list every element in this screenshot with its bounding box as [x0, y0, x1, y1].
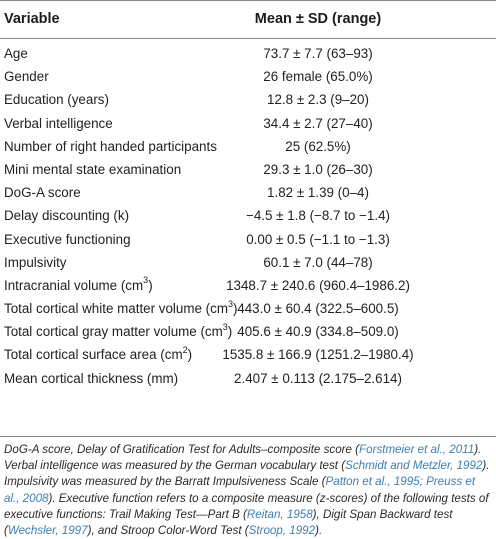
- header-rule: [0, 38, 496, 39]
- citation-link[interactable]: Stroop, 1992: [248, 524, 316, 538]
- footnote-text: ), and Stroop Color-Word Test (: [87, 524, 249, 538]
- row-variable-label: Executive functioning: [4, 231, 131, 247]
- footnote-text: ). Verbal intelligence was measured by t…: [4, 443, 482, 473]
- table-row: Mean cortical thickness (mm) 2.407 ± 0.11…: [0, 367, 496, 390]
- row-mean-sd-value: 12.8 ± 2.3 (9–20): [267, 92, 369, 108]
- footnote-text: ). Impulsivity was measured by the Barra…: [4, 459, 490, 489]
- row-variable-label: Impulsivity: [4, 254, 67, 270]
- table-row: DoG-A score 1.82 ± 1.39 (0–4): [0, 181, 496, 204]
- table-row: Intracranial volume (cm3) 1348.7 ± 240.6 …: [0, 274, 496, 297]
- table-row: Total cortical surface area (cm2) 1535.8 …: [0, 343, 496, 366]
- row-mean-sd-value: 443.0 ± 60.4 (322.5–600.5): [237, 301, 399, 317]
- footnote-text: ).: [315, 524, 323, 538]
- row-mean-sd-value: 2.407 ± 0.113 (2.175–2.614): [234, 370, 402, 386]
- row-mean-sd-value: 1348.7 ± 240.6 (960.4–1986.2): [226, 277, 410, 293]
- table-row: Age 73.7 ± 7.7 (63–93): [0, 42, 496, 65]
- footnote-text: DoG-A score, Delay of Gratification Test…: [4, 443, 360, 456]
- row-variable-label: Intracranial volume (cm3): [4, 275, 153, 293]
- top-rule: [0, 0, 496, 1]
- row-mean-sd-value: 60.1 ± 7.0 (44–78): [263, 254, 373, 270]
- table-row: Total cortical gray matter volume (cm3) 4…: [0, 320, 496, 343]
- row-mean-sd-value: 0.00 ± 0.5 (−1.1 to −1.3): [246, 231, 390, 247]
- footnote-text: ). Executive function refers to a compos…: [4, 491, 489, 521]
- row-mean-sd-value: 34.4 ± 2.7 (27–40): [263, 115, 373, 131]
- table-row: Total cortical white matter volume (cm3)…: [0, 297, 496, 320]
- row-mean-sd-value: 25 (62.5%): [285, 138, 351, 154]
- row-mean-sd-value: 405.6 ± 40.9 (334.8–509.0): [237, 324, 399, 340]
- citation-link[interactable]: Patton et al., 1995; Preuss et al., 2008: [4, 475, 476, 505]
- header-mean-sd-range: Mean ± SD (range): [254, 11, 382, 27]
- citation-link[interactable]: Forstmeier et al., 2011: [359, 443, 475, 456]
- row-variable-label: Verbal intelligence: [4, 115, 113, 131]
- table-row: Education (years) 12.8 ± 2.3 (9–20): [0, 88, 496, 111]
- table-row: Number of right handed participants 25 (6…: [0, 135, 496, 158]
- row-variable-label: Gender: [4, 69, 49, 85]
- row-variable-label: Total cortical surface area (cm2): [4, 344, 193, 363]
- table-body: Age 73.7 ± 7.7 (63–93) Gender 26 female (65…: [0, 42, 496, 390]
- row-mean-sd-value: 73.7 ± 7.7 (63–93): [263, 46, 373, 61]
- row-mean-sd-value: 29.3 ± 1.0 (26–30): [263, 161, 373, 177]
- citation-link[interactable]: Reitan, 1958: [246, 507, 313, 521]
- table-row: Impulsivity 60.1 ± 7.0 (44–78): [0, 251, 496, 274]
- table-row: Delay discounting (k) −4.5 ± 1.8 (−8.7 to…: [0, 204, 496, 227]
- row-variable-label: Number of right handed participants: [4, 138, 217, 154]
- table-row: Verbal intelligence 34.4 ± 2.7 (27–40): [0, 112, 496, 135]
- row-variable-label: Mean cortical thickness (mm): [4, 370, 179, 386]
- row-variable-label: DoG-A score: [4, 185, 81, 201]
- row-mean-sd-value: −4.5 ± 1.8 (−8.7 to −1.4): [246, 208, 390, 224]
- row-variable-label: Delay discounting (k): [4, 208, 130, 224]
- row-variable-label: Age: [4, 46, 28, 61]
- row-variable-label: Education (years): [4, 92, 109, 108]
- bottom-rule: [0, 436, 496, 437]
- table-footnote: DoG-A score, Delay of Gratification Test…: [4, 442, 492, 539]
- row-mean-sd-value: 1.82 ± 1.39 (0–4): [267, 185, 369, 201]
- row-variable-label: Mini mental state examination: [4, 161, 182, 177]
- header-variable: Variable: [4, 11, 60, 27]
- citation-link[interactable]: Wechsler, 1997: [7, 524, 88, 538]
- row-variable-label: Total cortical white matter volume (cm3): [4, 298, 238, 317]
- row-mean-sd-value: 1535.8 ± 166.9 (1251.2–1980.4): [222, 347, 414, 363]
- row-variable-label: Total cortical gray matter volume (cm3): [4, 321, 233, 340]
- row-mean-sd-value: 26 female (65.0%): [263, 69, 373, 85]
- citation-link[interactable]: Schmidt and Metzler, 1992: [345, 459, 483, 473]
- table-row: Executive functioning 0.00 ± 0.5 (−1.1 to…: [0, 228, 496, 251]
- table-row: Gender 26 female (65.0%): [0, 65, 496, 88]
- table-row: Mini mental state examination 29.3 ± 1.0 …: [0, 158, 496, 181]
